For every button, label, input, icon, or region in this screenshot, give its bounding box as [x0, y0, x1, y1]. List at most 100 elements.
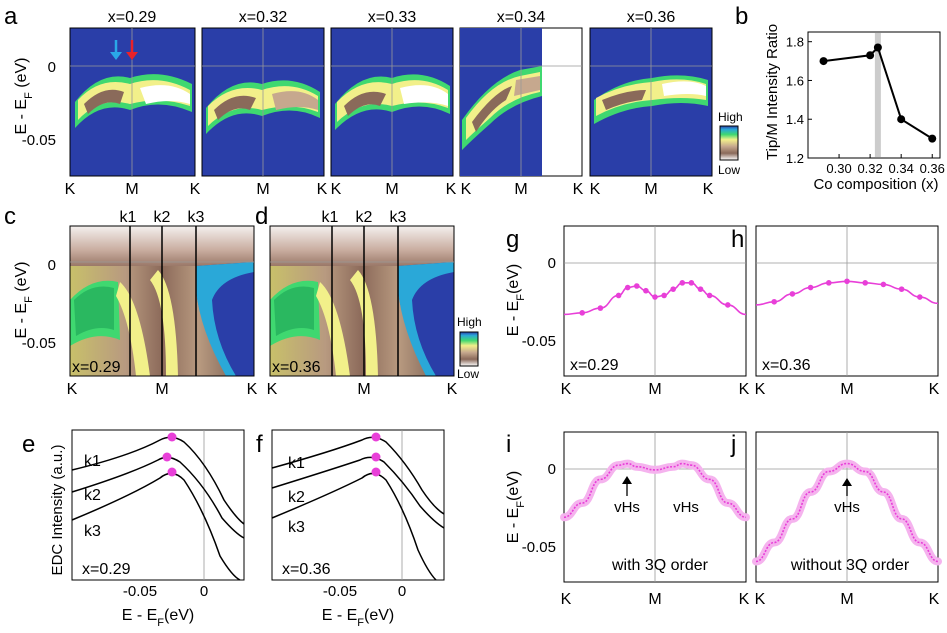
panel-i-ytick-1: -0.05: [522, 539, 556, 556]
panel-e: EDC Intensity (a.u.) k1 k2 k3 x=0.29 -0.…: [49, 429, 245, 629]
panel-g-point: [697, 286, 704, 292]
panel-a-title-3: x=0.33: [368, 9, 417, 26]
panel-b-xtick-label: 0.30: [826, 161, 851, 176]
panel-d-inset-label: x=0.36: [272, 359, 321, 376]
panel-g-point: [661, 292, 667, 299]
panel-b-frame: [807, 31, 941, 159]
panel-a-k-2c: K: [317, 181, 328, 198]
panel-a-k-5b: M: [644, 181, 657, 198]
panel-letter-b: b: [735, 3, 748, 30]
panel-i-ylabel: E - EF(eV): [505, 471, 527, 544]
panel-b-point: [928, 134, 937, 143]
panel-f-label-k2: k2: [288, 489, 305, 506]
panel-letter-d: d: [255, 203, 268, 230]
panel-a-k-3a: K: [331, 181, 342, 198]
panel-c-k-right: K: [247, 381, 258, 398]
panel-d-k-left: K: [267, 381, 278, 398]
panel-h-k-mid: M: [840, 381, 853, 398]
panel-a-k-5a: K: [590, 181, 601, 198]
panel-g-point: [643, 287, 649, 294]
panel-a-k-4b: M: [514, 181, 527, 198]
panel-g-k-mid: M: [648, 381, 661, 398]
panel-j-k-right: K: [929, 591, 940, 608]
panel-a-title-1: x=0.29: [108, 9, 157, 26]
panel-e-xlabel: E - EF(eV): [122, 607, 195, 629]
panel-a-k-5c: K: [703, 181, 714, 198]
panel-i: E - EF(eV) 0 -0.05 vHs vHs with 3Q order…: [505, 431, 750, 608]
panel-g-ytick-1: -0.05: [522, 333, 556, 350]
panel-f-xtick-0: -0.05: [323, 583, 357, 600]
panel-c-ytick-1: -0.05: [22, 335, 56, 352]
panel-b-xlabel: Co composition (x): [813, 176, 938, 193]
panel-h-point: [826, 280, 832, 286]
panel-i-k-left: K: [561, 591, 572, 608]
panel-i-k-mid: M: [648, 591, 661, 608]
panel-b-point: [873, 43, 882, 52]
panel-j-vhs: vHs: [834, 499, 860, 516]
panel-c: E - EF (eV) 0 -0.05 k1 k2 k3 x=0.29 K M …: [13, 209, 258, 398]
panel-a: E - EF (eV) 0 -0.05: [13, 9, 743, 198]
panel-c-inset-label: x=0.29: [72, 359, 121, 376]
panel-g-ytick-0: 0: [548, 255, 556, 272]
panel-c-ytick-0: 0: [48, 257, 56, 274]
panel-letter-f: f: [256, 431, 263, 458]
panel-b-ytick-label: 1.2: [786, 151, 804, 166]
panel-g: E - EF(eV) 0 -0.05 x=0.29 K M K: [505, 225, 750, 398]
panel-i-vhs-left: vHs: [614, 499, 640, 516]
panel-i-k-right: K: [739, 591, 750, 608]
panel-f: k1 k2 k3 x=0.36 -0.05 0 E - EF(eV): [271, 429, 445, 629]
panel-e-label-k3: k3: [84, 523, 101, 540]
panel-a-k-3b: M: [385, 181, 398, 198]
panel-d-cut-k3: k3: [390, 209, 407, 226]
panel-a-k-4a: K: [461, 181, 472, 198]
panel-f-label-k3: k3: [288, 519, 305, 536]
panel-d-colorbar-high: High: [457, 315, 482, 329]
panel-a-k-1b: M: [125, 181, 138, 198]
panel-letter-c: c: [4, 203, 16, 230]
panel-letter-e: e: [22, 431, 35, 458]
panel-c-k-left: K: [67, 381, 78, 398]
panel-f-label-k1: k1: [288, 455, 305, 472]
panel-e-label-k2: k2: [84, 487, 101, 504]
panel-b-point: [897, 115, 906, 124]
panel-e-label-k1: k1: [84, 453, 101, 470]
panel-letter-h: h: [731, 226, 744, 253]
panel-g-ylabel: E - EF(eV): [505, 264, 527, 337]
panel-a-map-3: [330, 27, 454, 177]
panel-a-title-4: x=0.34: [497, 9, 546, 26]
panel-a-k-2b: M: [256, 181, 269, 198]
panel-g-point: [634, 283, 640, 289]
panel-b-xtick-label: 0.34: [889, 161, 914, 176]
panel-h-point: [917, 294, 923, 300]
panel-d: k1 k2 k3 x=0.36 K M K High Low: [267, 209, 482, 398]
panel-g-point: [652, 294, 658, 300]
panel-g-point: [706, 292, 713, 299]
panel-letter-i: i: [506, 431, 511, 458]
panel-i-band-line: [563, 462, 747, 519]
panel-g-point: [615, 292, 622, 299]
panel-h-point: [789, 291, 796, 297]
panel-a-ytick-1: -0.05: [22, 132, 56, 149]
panel-a-k-1c: K: [190, 181, 201, 198]
panel-f-xtick-1: 0: [398, 583, 406, 600]
panel-d-cut-k2: k2: [356, 209, 373, 226]
panel-g-point: [597, 305, 604, 311]
panel-a-ylabel: E - EF (eV): [13, 58, 35, 135]
panel-b-ytick-label: 1.6: [786, 73, 804, 88]
panel-a-map-1: [69, 27, 196, 177]
panel-j-band-line: [755, 462, 939, 563]
panel-j: vHs without 3Q order K M K: [752, 431, 942, 608]
panel-g-point: [725, 302, 731, 308]
panel-b-xtick-label: 0.32: [857, 161, 882, 176]
panel-f-inset-label: x=0.36: [282, 561, 331, 578]
panel-h: x=0.36 K M K: [755, 225, 940, 398]
panel-b-point: [819, 57, 828, 66]
panel-a-map-5: [589, 27, 713, 177]
panel-c-ylabel: E - EF (eV): [13, 262, 35, 339]
panel-h-point: [862, 280, 868, 286]
panel-b-point: [866, 51, 875, 60]
panel-g-inset-label: x=0.29: [570, 357, 619, 374]
panel-i-ytick-0: 0: [548, 461, 556, 478]
panel-j-k-mid: M: [840, 591, 853, 608]
